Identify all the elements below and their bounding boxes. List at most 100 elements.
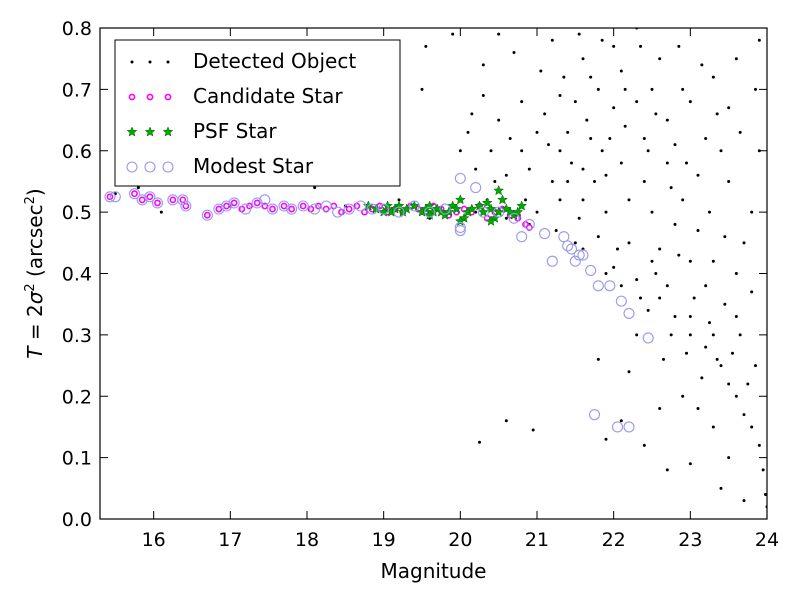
data-point xyxy=(297,200,309,212)
data-point xyxy=(639,296,642,300)
data-point xyxy=(343,203,355,215)
data-point xyxy=(719,486,723,490)
data-point xyxy=(723,302,727,306)
data-point xyxy=(146,193,154,201)
data-point xyxy=(424,200,436,211)
data-point xyxy=(477,206,489,218)
data-point xyxy=(754,87,757,91)
data-point xyxy=(742,241,746,245)
data-point xyxy=(539,228,551,240)
data-point xyxy=(393,206,405,218)
data-point xyxy=(577,32,581,36)
data-point xyxy=(616,247,619,251)
data-point xyxy=(424,206,436,218)
data-point xyxy=(658,57,662,61)
data-point xyxy=(543,112,547,116)
data-point xyxy=(497,194,508,205)
data-point xyxy=(654,112,658,116)
data-point xyxy=(286,203,298,215)
data-point xyxy=(203,211,211,219)
data-point xyxy=(299,202,307,210)
data-point xyxy=(355,200,367,212)
data-point xyxy=(596,87,600,91)
data-point xyxy=(685,351,688,355)
data-point xyxy=(746,382,750,386)
data-point xyxy=(269,205,276,213)
data-point xyxy=(309,203,321,215)
data-point xyxy=(734,394,738,398)
data-point xyxy=(711,75,715,79)
x-axis-label: Magnitude xyxy=(381,559,487,583)
data-point xyxy=(711,425,715,429)
data-point xyxy=(378,203,390,215)
data-point xyxy=(650,210,654,214)
legend-marker xyxy=(146,93,154,101)
legend-box xyxy=(114,39,401,187)
y-axis-label-eq: = 2 xyxy=(23,304,47,346)
data-point xyxy=(593,179,596,183)
data-point xyxy=(573,241,577,245)
data-point xyxy=(470,182,482,194)
data-point xyxy=(397,198,401,202)
data-point xyxy=(201,209,213,221)
data-point xyxy=(159,210,163,214)
data-point xyxy=(692,296,696,300)
data-point xyxy=(454,221,466,234)
data-point xyxy=(619,161,623,165)
data-point xyxy=(711,259,715,263)
legend-marker xyxy=(126,126,138,137)
legend-marker xyxy=(148,60,152,64)
data-point xyxy=(596,357,600,361)
data-point xyxy=(497,32,501,36)
y-axis-label-var: T xyxy=(23,345,47,359)
data-point xyxy=(138,196,146,204)
x-tick-label: 17 xyxy=(218,529,242,551)
data-point xyxy=(642,179,646,183)
data-point xyxy=(238,205,246,213)
x-tick-label: 16 xyxy=(142,529,166,551)
data-point xyxy=(177,194,189,206)
data-point xyxy=(520,149,524,153)
data-point xyxy=(723,235,727,239)
data-point xyxy=(662,357,665,361)
data-point xyxy=(320,200,332,212)
data-point xyxy=(673,143,677,147)
data-point xyxy=(757,38,761,42)
data-point xyxy=(734,272,738,275)
data-point xyxy=(700,63,704,67)
data-point xyxy=(715,357,719,361)
data-point xyxy=(665,161,669,165)
data-point xyxy=(669,186,673,190)
data-point xyxy=(109,191,121,203)
data-point xyxy=(477,206,489,217)
data-point xyxy=(635,333,639,337)
data-point xyxy=(688,100,692,104)
data-point xyxy=(577,249,589,261)
data-point xyxy=(581,57,585,61)
data-point xyxy=(704,284,708,288)
data-point xyxy=(677,44,681,48)
data-point xyxy=(313,186,317,190)
legend-marker xyxy=(164,93,172,101)
data-point xyxy=(685,161,688,165)
data-point xyxy=(493,206,505,218)
data-point xyxy=(750,290,754,294)
legend-label-psf-star: PSF Star xyxy=(193,119,277,143)
data-point xyxy=(704,345,708,349)
data-point xyxy=(481,197,493,208)
data-point xyxy=(220,200,233,212)
x-tick-label: 18 xyxy=(295,529,319,551)
legend-marker xyxy=(130,60,134,64)
data-point xyxy=(454,215,466,226)
x-tick-label: 23 xyxy=(678,529,702,551)
data-point xyxy=(658,407,662,411)
data-point xyxy=(481,63,485,67)
data-point xyxy=(516,231,528,243)
data-point xyxy=(658,247,662,251)
data-point xyxy=(439,203,451,215)
data-point xyxy=(266,203,279,215)
data-point xyxy=(688,333,692,337)
data-point xyxy=(681,394,685,398)
data-point xyxy=(393,200,405,211)
data-point xyxy=(169,196,177,204)
